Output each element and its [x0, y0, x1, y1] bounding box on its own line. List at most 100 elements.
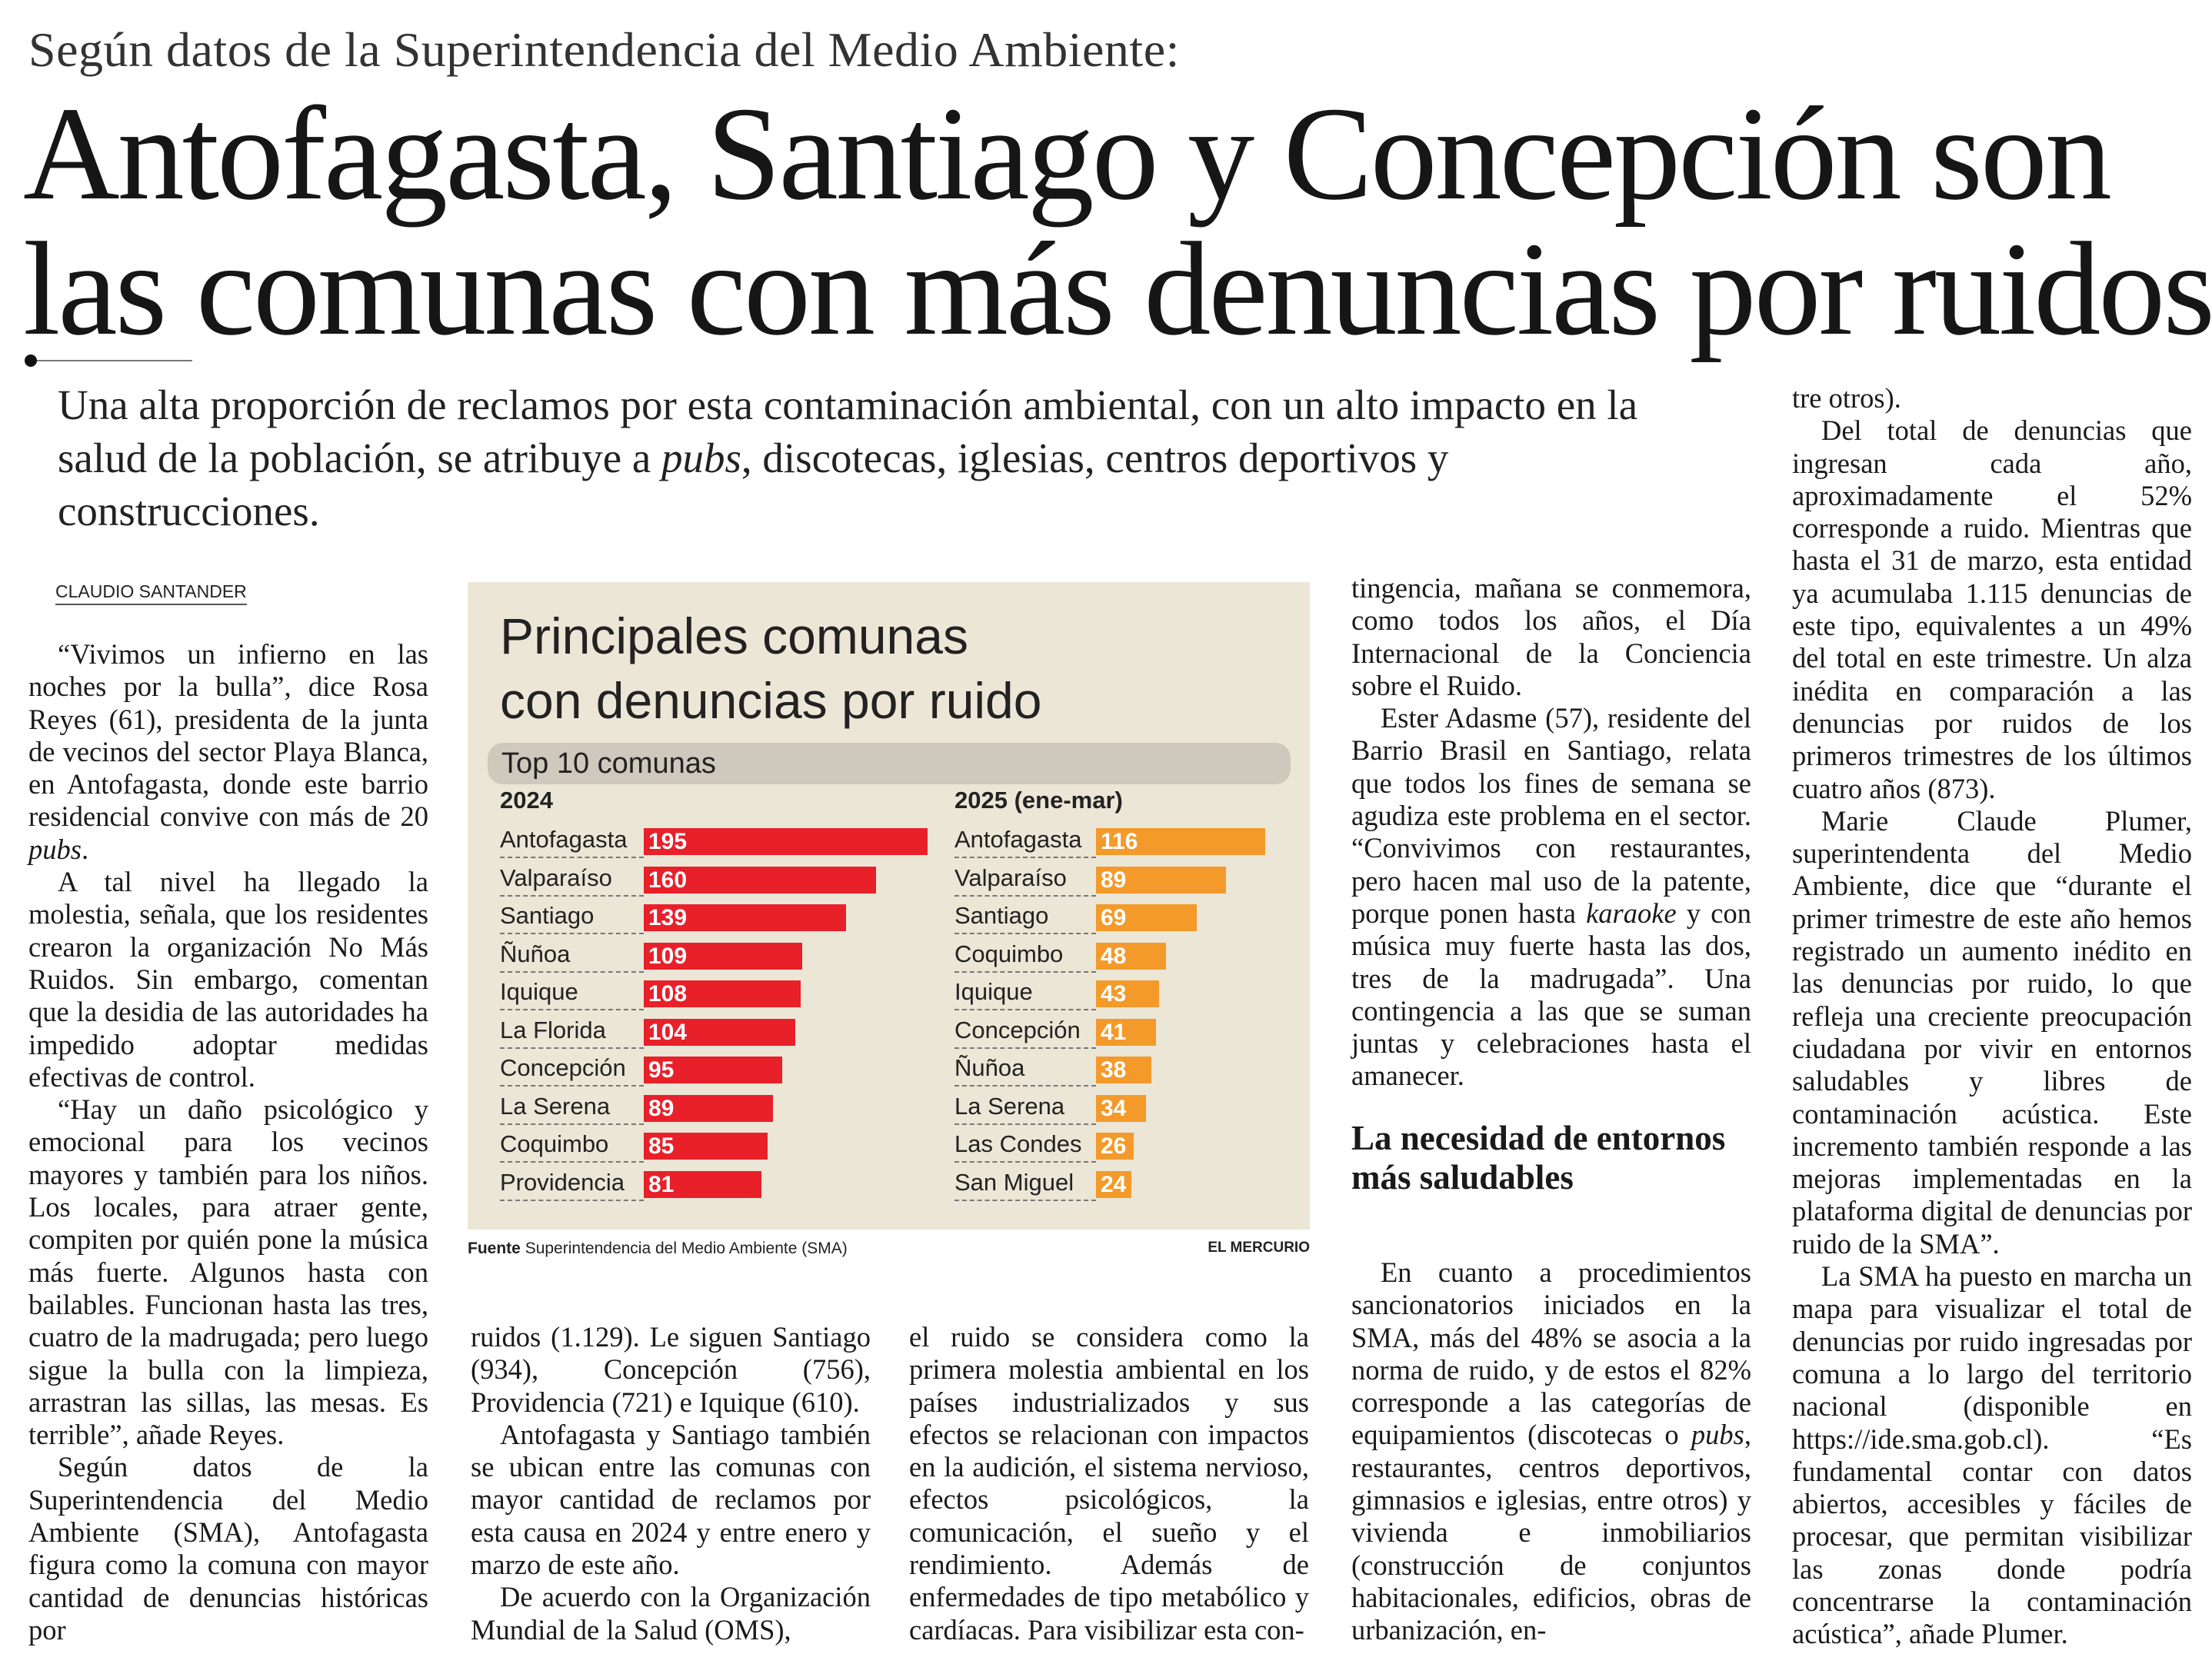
headline-line-1: Antofagasta, Santiago y Concepción son: [23, 79, 2112, 228]
text-run: y con música muy fuerte hasta las dos, t…: [1351, 897, 1751, 1092]
text-run: En cuanto a procedimientos sancionatorio…: [1351, 1256, 1751, 1451]
byline: CLAUDIO SANTANDER: [55, 581, 247, 605]
data-label: 89: [1101, 867, 1127, 893]
chart-subtitle-band: Top 10 comunas: [488, 743, 1291, 784]
column-2: ruidos (1.129). Le siguen Santiago (934)…: [471, 1321, 871, 1646]
bar: [1096, 1018, 1156, 1046]
paragraph: Del total de denuncias que ingresan cada…: [1792, 414, 2192, 805]
paragraph: el ruido se considera como la primera mo…: [909, 1321, 1309, 1646]
data-label: 160: [648, 867, 688, 893]
column-4-continued: En cuanto a procedimientos sancionatorio…: [1351, 1256, 1751, 1647]
category-label: Iquique: [500, 975, 644, 1010]
paragraph: “Vivimos un infierno en las noches por l…: [28, 638, 428, 866]
category-label: Concepción: [954, 1013, 1096, 1049]
column-4: tingencia, mañana se conmemora, como tod…: [1351, 572, 1751, 1093]
bar: [1096, 1094, 1146, 1122]
category-label: Coquimbo: [500, 1127, 644, 1163]
data-label: 48: [1101, 943, 1127, 969]
bar: [1096, 1133, 1134, 1160]
text-run: , restaurantes, centros deportivos, gimn…: [1351, 1419, 1751, 1646]
paragraph: Según datos de la Superintendencia del M…: [28, 1451, 428, 1646]
data-label: 26: [1101, 1133, 1127, 1159]
bar: [1096, 1170, 1131, 1198]
data-label: 95: [648, 1057, 675, 1083]
bar: [644, 1057, 782, 1083]
bar: [1096, 866, 1227, 894]
chart-subtitle: Top 10 comunas: [501, 747, 716, 780]
bar: [1096, 980, 1159, 1007]
text-run: Antofagasta y Santiago también se ubican…: [471, 1418, 871, 1581]
text-run: , discotecas, iglesias, centros deportiv…: [58, 434, 1449, 534]
category-label: Las Condes: [954, 1127, 1096, 1163]
data-label: 81: [648, 1171, 675, 1197]
headline: Antofagasta, Santiago y Concepción son l…: [23, 86, 2212, 357]
category-label: La Florida: [500, 1013, 644, 1049]
paragraph: La SMA ha puesto en marcha un mapa para …: [1792, 1260, 2192, 1651]
bar: [644, 1018, 795, 1046]
chart-title-line-2: con denuncias por ruido: [500, 672, 1042, 729]
category-label: Ñuñoa: [954, 1051, 1096, 1087]
bar: [1096, 828, 1266, 855]
category-label: Santiago: [954, 899, 1096, 934]
paragraph: A tal nivel ha llegado la molestia, seña…: [28, 866, 428, 1093]
bar: [644, 980, 801, 1007]
category-label: Santiago: [500, 899, 644, 934]
bar: [1096, 942, 1167, 970]
category-label: Antofagasta: [954, 823, 1096, 858]
italic-text: pubs: [1691, 1419, 1744, 1451]
text-run: “Hay un daño psicológico y emocional par…: [28, 1093, 428, 1451]
column-5: tre otros). Del total de denuncias que in…: [1792, 382, 2192, 1651]
category-label: Antofagasta: [500, 823, 644, 858]
bar: [644, 942, 802, 970]
text-run: .: [81, 833, 89, 865]
category-label: Valparaíso: [500, 861, 644, 897]
data-label: 41: [1101, 1019, 1127, 1045]
column-3: el ruido se considera como la primera mo…: [909, 1321, 1309, 1646]
text-run: La SMA ha puesto en marcha un mapa para …: [1792, 1260, 2192, 1650]
text-run: “Vivimos un infierno en las noches por l…: [28, 638, 428, 833]
data-label: 43: [1101, 981, 1127, 1007]
paragraph: tingencia, mañana se conmemora, como tod…: [1351, 572, 1751, 702]
source-text: Superintendencia del Medio Ambiente (SMA…: [525, 1240, 848, 1257]
category-label: La Serena: [500, 1090, 644, 1125]
text-run: Según datos de la Superintendencia del M…: [28, 1451, 428, 1646]
chart-title: Principales comunas con denuncias por ru…: [500, 604, 1041, 733]
data-label: 34: [1101, 1095, 1127, 1121]
category-label: Valparaíso: [954, 861, 1096, 897]
text-run: tre otros).: [1792, 382, 1901, 414]
series-label-2025: 2025 (ene-mar): [954, 787, 1123, 814]
text-run: ruidos (1.129). Le siguen Santiago (934)…: [471, 1321, 871, 1418]
text-run: De acuerdo con la Organización Mundial d…: [471, 1581, 871, 1646]
text-run: tingencia, mañana se conmemora, como tod…: [1351, 572, 1751, 701]
data-label: 109: [648, 943, 688, 969]
kicker: Según datos de la Superintendencia del M…: [28, 22, 1180, 77]
bar: [1096, 904, 1198, 931]
brand-credit: EL MERCURIO: [1208, 1240, 1310, 1256]
bar: [644, 828, 928, 855]
paragraph: De acuerdo con la Organización Mundial d…: [471, 1581, 871, 1646]
category-label: Ñuñoa: [500, 937, 644, 973]
bar: [644, 1133, 768, 1160]
subhead: La necesidad de entornos más saludables: [1351, 1119, 1726, 1196]
text-run: el ruido se considera como la primera mo…: [909, 1321, 1309, 1646]
bar: [644, 1094, 774, 1122]
data-label: 38: [1101, 1057, 1127, 1083]
text-run: Del total de denuncias que ingresan cada…: [1792, 414, 2192, 804]
series-label-2024: 2024: [500, 787, 553, 814]
divider: [28, 360, 192, 361]
data-label: 24: [1101, 1171, 1127, 1197]
data-label: 89: [648, 1095, 675, 1121]
chart-source: Fuente Superintendencia del Medio Ambien…: [468, 1240, 848, 1258]
data-label: 85: [648, 1133, 675, 1159]
bar: [1096, 1057, 1152, 1083]
text-run: Ester Adasme (57), residente del Barrio …: [1351, 702, 1751, 929]
category-label: Providencia: [500, 1166, 644, 1201]
text-run: Una alta proporción de reclamos por esta…: [58, 381, 1638, 481]
data-label: 139: [648, 905, 688, 930]
italic-text: karaoke: [1586, 897, 1677, 929]
source-label: Fuente: [468, 1240, 521, 1257]
data-label: 69: [1101, 905, 1127, 930]
data-label: 108: [648, 981, 688, 1007]
paragraph: “Hay un daño psicológico y emocional par…: [28, 1093, 428, 1451]
deck: Una alta proporción de reclamos por esta…: [58, 378, 1719, 537]
